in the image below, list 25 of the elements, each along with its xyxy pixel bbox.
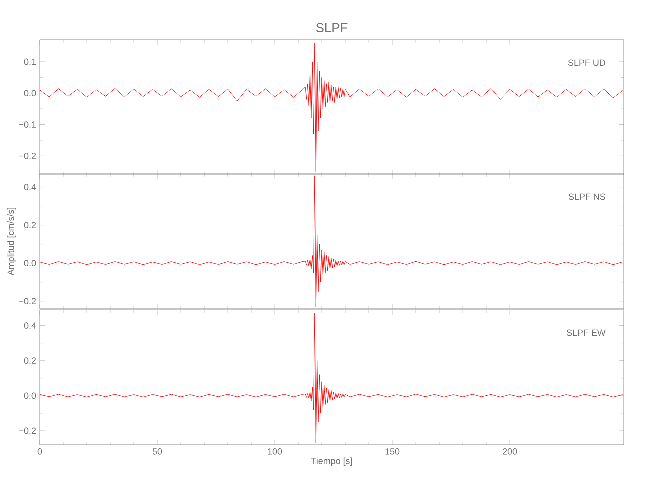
y-tick-label: 0.0 [24,392,36,400]
y-tick-label: −0.2 [19,152,36,160]
x-tick-label: 150 [386,448,400,455]
x-tick-label: 100 [268,448,282,455]
annotation: SLPF UD [568,60,606,66]
x-tick-label: 0 [38,448,42,455]
annotation: SLPF EW [566,330,606,336]
line-series [40,42,624,172]
y-tick-label: 0.4 [24,184,36,190]
y-tick-label: −0.2 [19,298,36,305]
y-tick-label: 0.1 [24,58,36,66]
line-series [40,313,624,444]
x-axis-title: Tiempo [s] [311,458,352,466]
x-tick-label: 200 [502,448,518,455]
y-tick-label: 0.4 [24,322,36,329]
y-tick-label: 0.0 [24,260,36,267]
y-axis-title: Amplitud [cm/s/s] [8,208,16,276]
chart-title: SLPF [316,23,348,32]
y-tick-label: 0.2 [24,358,36,364]
y-tick-label: −0.2 [19,428,36,434]
y-tick-label: −0.1 [19,122,36,128]
annotation: SLPF NS [568,194,606,200]
y-tick-label: 0.0 [24,90,36,97]
x-tick-label: 50 [152,448,162,455]
y-tick-label: 0.2 [24,222,36,229]
